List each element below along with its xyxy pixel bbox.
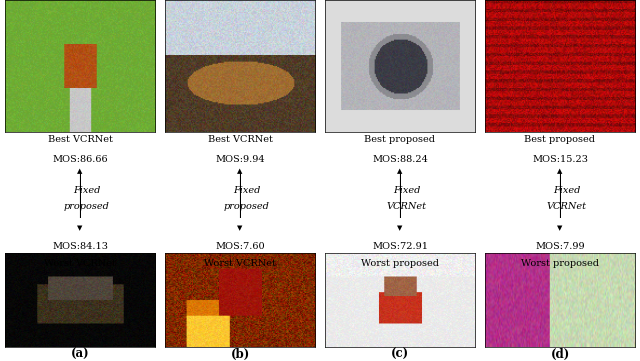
Text: (c): (c) xyxy=(391,348,409,361)
Text: (b): (b) xyxy=(230,348,250,361)
Text: ▼: ▼ xyxy=(557,226,563,232)
Text: VCRNet: VCRNet xyxy=(387,202,426,211)
Text: Best VCRNet: Best VCRNet xyxy=(207,135,273,144)
Text: ▲: ▲ xyxy=(77,168,83,174)
Text: ▼: ▼ xyxy=(397,226,403,232)
Text: MOS:7.99: MOS:7.99 xyxy=(535,242,585,251)
Text: MOS:86.66: MOS:86.66 xyxy=(52,155,108,164)
Text: proposed: proposed xyxy=(63,202,109,211)
Text: MOS:9.94: MOS:9.94 xyxy=(215,155,265,164)
Text: MOS:72.91: MOS:72.91 xyxy=(372,242,428,251)
Text: Worst VCRNet: Worst VCRNet xyxy=(204,259,276,268)
Text: (d): (d) xyxy=(550,348,570,361)
Text: proposed: proposed xyxy=(223,202,269,211)
Text: MOS:15.23: MOS:15.23 xyxy=(532,155,588,164)
Text: Worst VCRNet: Worst VCRNet xyxy=(44,259,116,268)
Text: Fixed: Fixed xyxy=(73,186,100,195)
Text: Fixed: Fixed xyxy=(553,186,580,195)
Text: MOS:7.60: MOS:7.60 xyxy=(215,242,265,251)
Text: Fixed: Fixed xyxy=(233,186,260,195)
Text: Worst proposed: Worst proposed xyxy=(521,259,599,268)
Text: (a): (a) xyxy=(70,348,90,361)
Text: MOS:84.13: MOS:84.13 xyxy=(52,242,108,251)
Text: ▼: ▼ xyxy=(237,226,243,232)
Text: ▲: ▲ xyxy=(557,168,563,174)
Text: ▲: ▲ xyxy=(237,168,243,174)
Text: Best VCRNet: Best VCRNet xyxy=(47,135,113,144)
Text: VCRNet: VCRNet xyxy=(547,202,586,211)
Text: ▲: ▲ xyxy=(397,168,403,174)
Text: Best proposed: Best proposed xyxy=(525,135,595,144)
Text: Fixed: Fixed xyxy=(393,186,420,195)
Text: Worst proposed: Worst proposed xyxy=(361,259,439,268)
Text: Best proposed: Best proposed xyxy=(365,135,435,144)
Text: MOS:88.24: MOS:88.24 xyxy=(372,155,428,164)
Text: ▼: ▼ xyxy=(77,226,83,232)
